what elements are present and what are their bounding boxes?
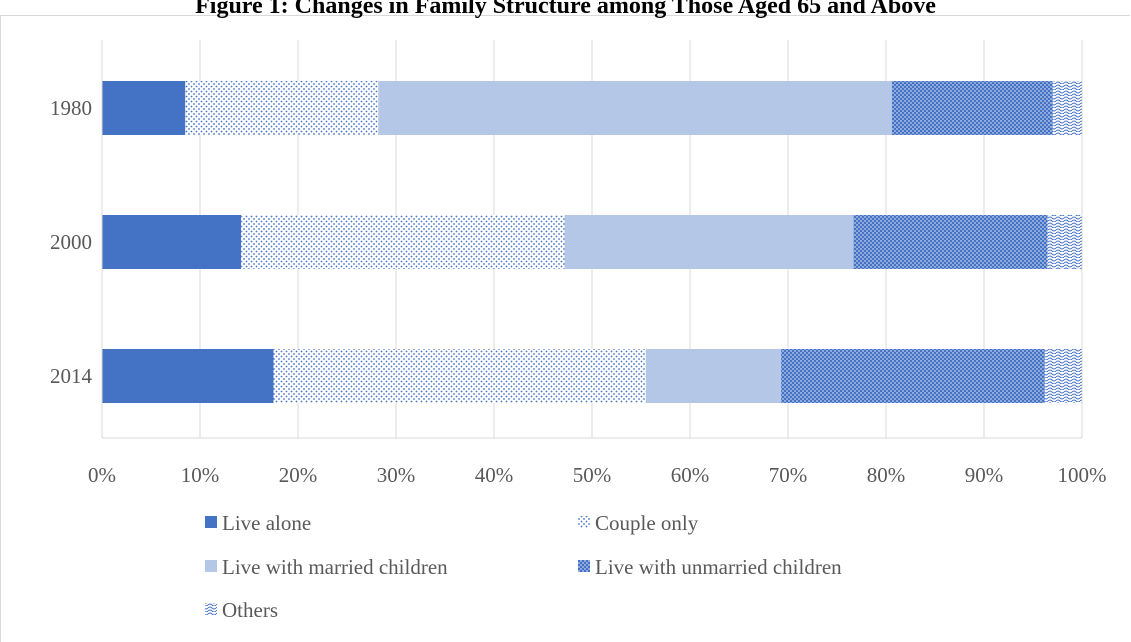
bar-segment: [781, 349, 1045, 403]
x-tick-label: 40%: [475, 463, 514, 487]
x-tick-label: 60%: [671, 463, 710, 487]
x-tick-label: 20%: [279, 463, 318, 487]
x-tick-label: 30%: [377, 463, 416, 487]
legend-swatch: [205, 603, 217, 615]
x-tick-label: 50%: [573, 463, 612, 487]
legend-swatch: [578, 516, 590, 528]
bar-segment: [378, 81, 892, 135]
bar-segment: [1044, 349, 1082, 403]
bar-segment: [102, 215, 242, 269]
category-label: 2000: [50, 230, 92, 254]
bar-segment: [102, 81, 186, 135]
bars: [102, 81, 1082, 403]
x-tick-label: 0%: [88, 463, 116, 487]
legend-swatch: [205, 516, 217, 528]
bar-segment: [645, 349, 782, 403]
category-label: 2014: [50, 364, 93, 388]
legend-label: Live with unmarried children: [595, 555, 842, 579]
bar-segment: [273, 349, 646, 403]
legend-swatch: [578, 560, 590, 572]
chart-title: Figure 1: Changes in Family Structure am…: [195, 0, 936, 19]
legend: Live alone Couple only Live with married c…: [205, 511, 842, 622]
bar-segment: [1052, 81, 1082, 135]
bar-segment: [102, 349, 274, 403]
x-tick-label: 70%: [769, 463, 808, 487]
legend-label: Couple only: [595, 511, 699, 535]
legend-label: Live alone: [222, 511, 311, 535]
x-tick-label: 90%: [965, 463, 1004, 487]
bar-segment: [564, 215, 854, 269]
chart-frame: [0, 15, 1130, 642]
category-label: 1980: [50, 96, 92, 120]
x-tick-label: 10%: [181, 463, 220, 487]
axes: 0% 10% 20% 30% 40% 50% 60% 70% 80% 90% 100% 1980 200…: [50, 40, 1107, 487]
x-tick-label: 80%: [867, 463, 906, 487]
legend-swatch: [205, 560, 217, 572]
x-tick-label: 100%: [1058, 463, 1107, 487]
bar-segment: [1047, 215, 1082, 269]
bar-segment: [891, 81, 1053, 135]
legend-label: Others: [222, 598, 278, 622]
legend-label: Live with married children: [222, 555, 448, 579]
bar-segment: [241, 215, 565, 269]
bar-segment: [853, 215, 1048, 269]
bar-segment: [185, 81, 379, 135]
